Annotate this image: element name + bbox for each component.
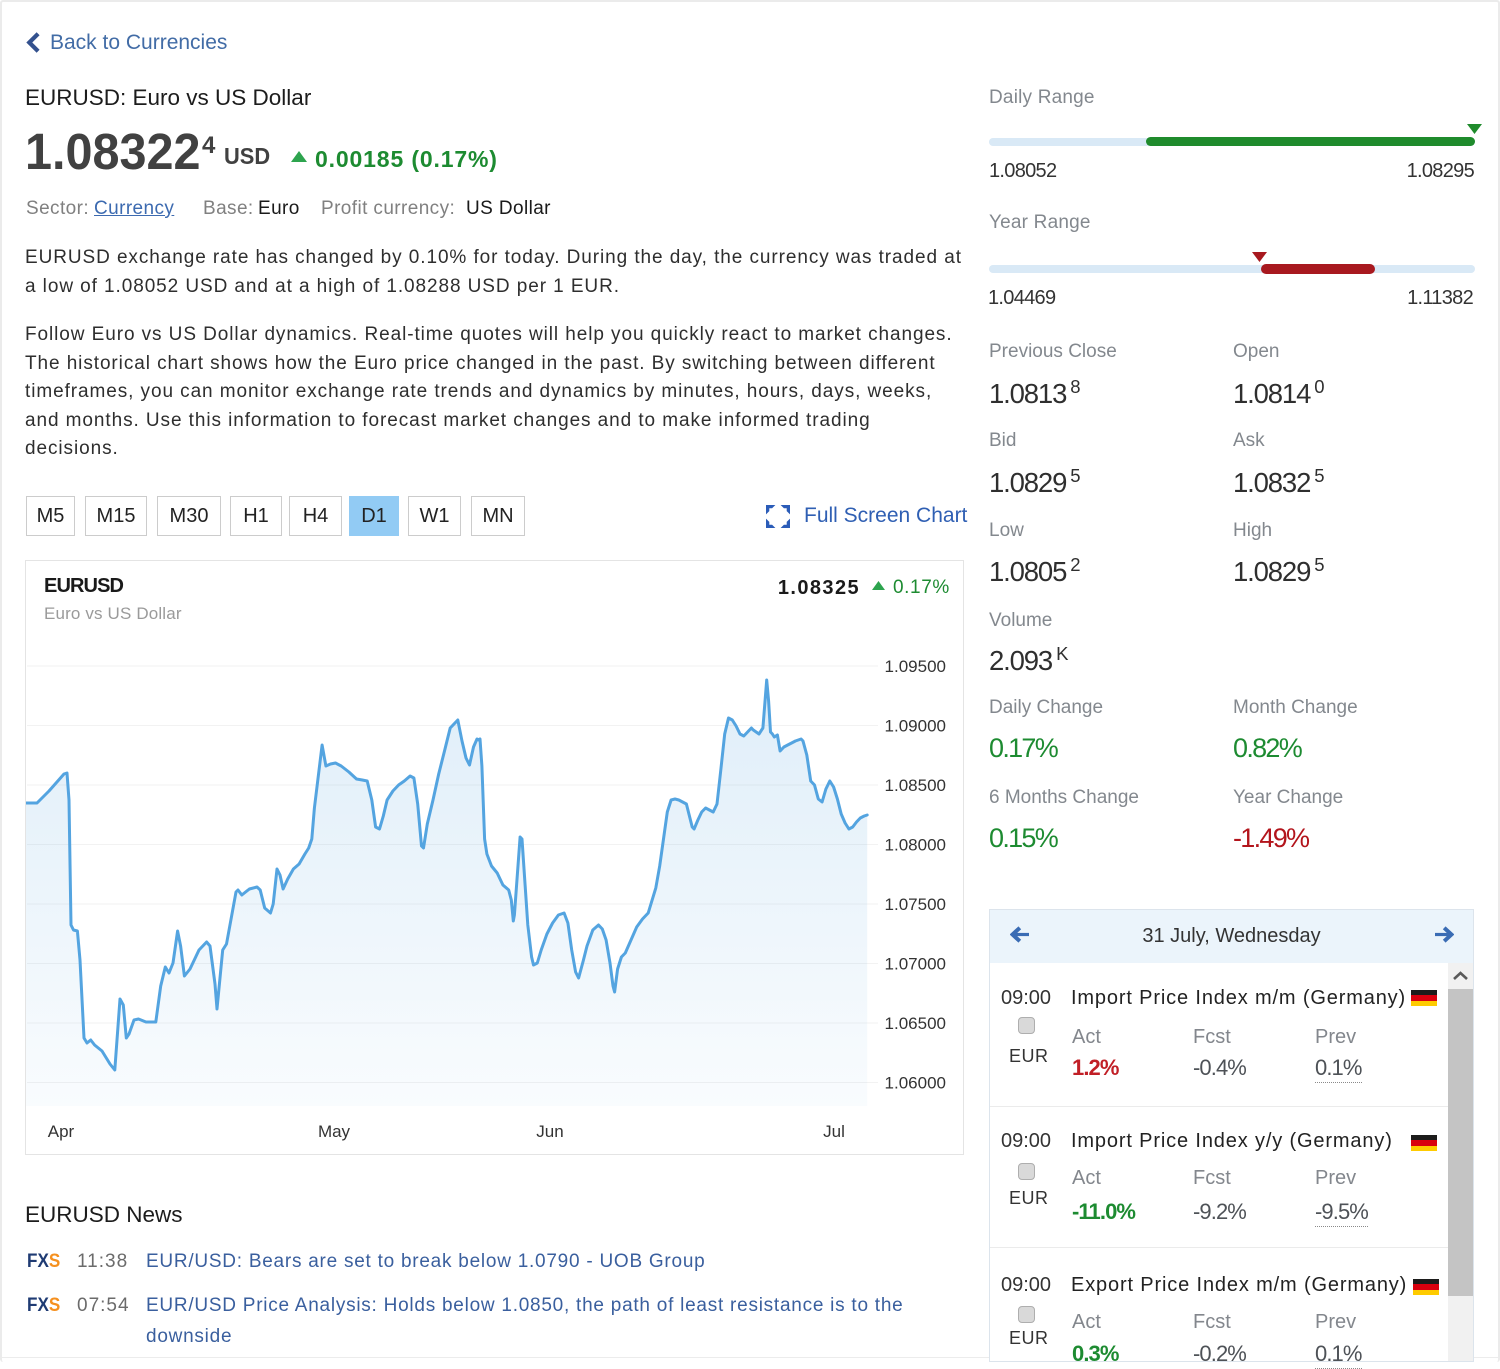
svg-text:Jun: Jun: [536, 1122, 563, 1141]
svg-text:1.07000: 1.07000: [885, 955, 946, 974]
svg-text:1.06000: 1.06000: [885, 1074, 946, 1093]
svg-text:May: May: [318, 1122, 351, 1141]
svg-text:Jul: Jul: [823, 1122, 845, 1141]
svg-text:1.09000: 1.09000: [885, 717, 946, 736]
svg-text:1.09500: 1.09500: [885, 657, 946, 676]
svg-text:1.06500: 1.06500: [885, 1014, 946, 1033]
svg-text:1.08000: 1.08000: [885, 836, 946, 855]
svg-text:Apr: Apr: [48, 1122, 75, 1141]
svg-text:1.07500: 1.07500: [885, 895, 946, 914]
svg-text:1.08500: 1.08500: [885, 776, 946, 795]
